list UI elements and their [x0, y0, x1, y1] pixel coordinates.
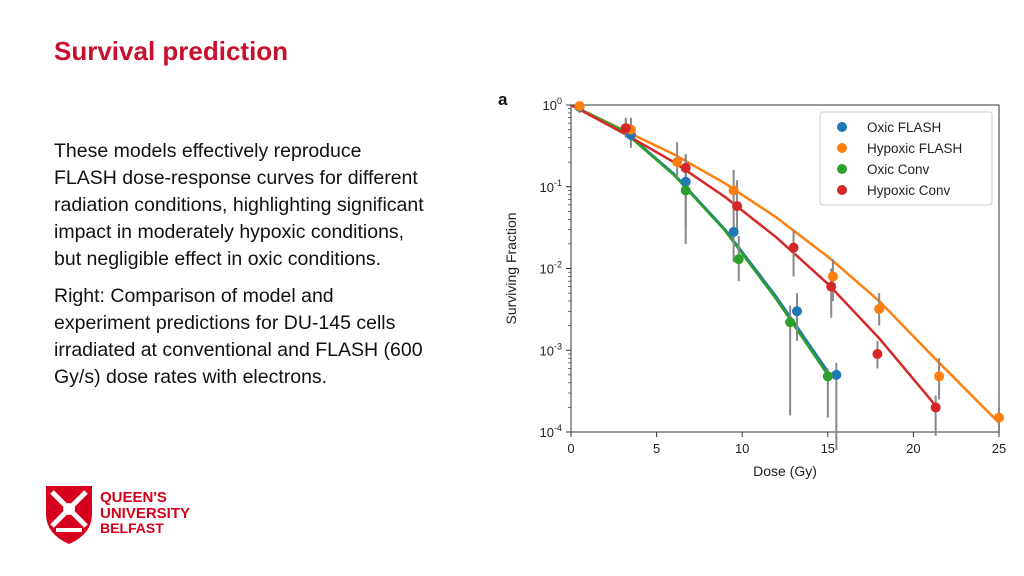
legend-marker [837, 185, 847, 195]
data-point-oxic-flash [791, 306, 802, 317]
data-point-hypoxic-conv [788, 242, 799, 253]
data-point-hypoxic-flash [994, 412, 1004, 423]
data-point-oxic-conv [822, 371, 833, 382]
data-point-hypoxic-flash [874, 303, 885, 314]
y-tick-label: 100 [543, 96, 562, 113]
data-point-oxic-flash [831, 369, 842, 380]
data-point-oxic-flash [728, 226, 739, 237]
data-point-hypoxic-flash [934, 371, 945, 382]
data-point-hypoxic-conv [732, 201, 743, 212]
series-line-hypoxic-flash [571, 105, 999, 424]
x-axis-label: Dose (Gy) [753, 463, 817, 479]
data-point-hypoxic-flash [672, 157, 683, 168]
y-tick-label: 10-4 [540, 423, 562, 440]
university-logo-svg: QUEEN'S UNIVERSITY BELFAST [46, 486, 190, 544]
y-tick-label: 10-2 [540, 260, 562, 277]
legend-box [819, 111, 993, 206]
legend-marker [837, 122, 847, 132]
data-point-hypoxic-conv [680, 162, 691, 173]
legend-label: Hypoxic Conv [867, 183, 951, 198]
logo-line-1: QUEEN'S [100, 489, 167, 506]
panel-label: a [498, 90, 508, 109]
logo-line-2: UNIVERSITY [100, 505, 190, 522]
data-point-oxic-conv [785, 317, 796, 328]
y-tick-label: 10-3 [540, 341, 562, 358]
logo-line-3: BELFAST [100, 520, 164, 536]
legend-marker [837, 164, 847, 174]
series-line-oxic-conv [571, 105, 829, 376]
data-point-oxic-flash [680, 176, 691, 187]
page-title: Survival prediction [54, 36, 289, 66]
data-point-hypoxic-conv [930, 402, 941, 413]
legend-marker [837, 143, 847, 153]
survival-chart-svg: a 0 5 10 15 20 25 100 10-1 10-2 10-3 10-4 Dose (Gy) S… [498, 90, 1006, 479]
crest-icon [46, 486, 92, 544]
data-point-hypoxic-conv [826, 281, 837, 292]
legend-label: Oxic Conv [867, 162, 930, 177]
x-tick-label: 20 [906, 441, 920, 456]
data-point-oxic-conv [680, 185, 691, 196]
x-tick-label: 5 [653, 441, 660, 456]
survival-chart: a 0 5 10 15 20 25 100 10-1 10-2 10-3 10-4 Dose (Gy) S… [490, 85, 1020, 495]
data-point-hypoxic-conv [620, 123, 631, 134]
body-text: These models effectively reproduce FLASH… [54, 138, 424, 401]
x-tick-label: 15 [821, 441, 835, 456]
figure-caption-paragraph: Right: Comparison of model and experimen… [54, 285, 423, 388]
data-point-oxic-conv [733, 254, 744, 265]
legend-label: Hypoxic FLASH [867, 141, 962, 156]
series-line-hypoxic-conv [571, 105, 941, 412]
description-paragraph: These models effectively reproduce FLASH… [54, 140, 424, 270]
x-tick-label: 10 [735, 441, 749, 456]
x-tick-label: 25 [992, 441, 1006, 456]
data-point-hypoxic-flash [574, 101, 585, 112]
y-tick-label: 10-1 [540, 178, 562, 195]
data-point-hypoxic-conv [872, 348, 883, 359]
data-point-hypoxic-flash [827, 271, 838, 282]
legend-label: Oxic FLASH [867, 120, 941, 135]
university-logo: QUEEN'S UNIVERSITY BELFAST [44, 484, 214, 546]
y-axis-label: Surviving Fraction [503, 212, 519, 324]
x-tick-label: 0 [567, 441, 574, 456]
data-point-hypoxic-flash [728, 185, 739, 196]
